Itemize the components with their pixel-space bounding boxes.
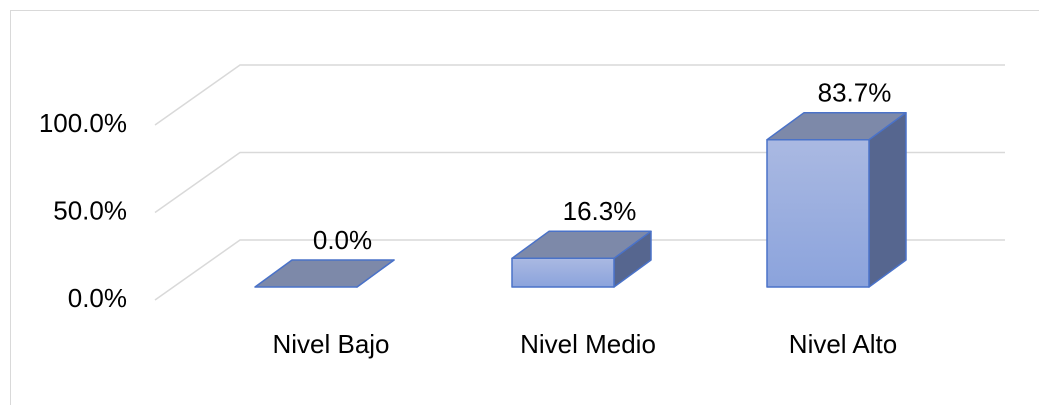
- x-tick-label: Nivel Bajo: [272, 329, 389, 359]
- x-tick-label: Nivel Alto: [789, 329, 897, 359]
- bar-front: [511, 257, 615, 288]
- bar-top: [766, 111, 907, 141]
- chart-border: [10, 10, 1039, 405]
- y-tick-label: 0.0%: [68, 283, 127, 313]
- bar-top: [511, 230, 652, 260]
- y-tick-label: 100.0%: [39, 108, 127, 138]
- bar-side: [868, 111, 907, 288]
- x-tick-label: Nivel Medio: [520, 329, 656, 359]
- data-label: 16.3%: [563, 196, 637, 226]
- grid-line: [154, 239, 1005, 301]
- data-label: 0.0%: [313, 225, 372, 255]
- grid-line: [154, 151, 1005, 214]
- bar-front: [766, 138, 870, 288]
- y-tick-label: 50.0%: [53, 195, 127, 225]
- grid-line: [154, 64, 1005, 126]
- data-label: 83.7%: [818, 78, 892, 108]
- bar-top: [254, 259, 395, 288]
